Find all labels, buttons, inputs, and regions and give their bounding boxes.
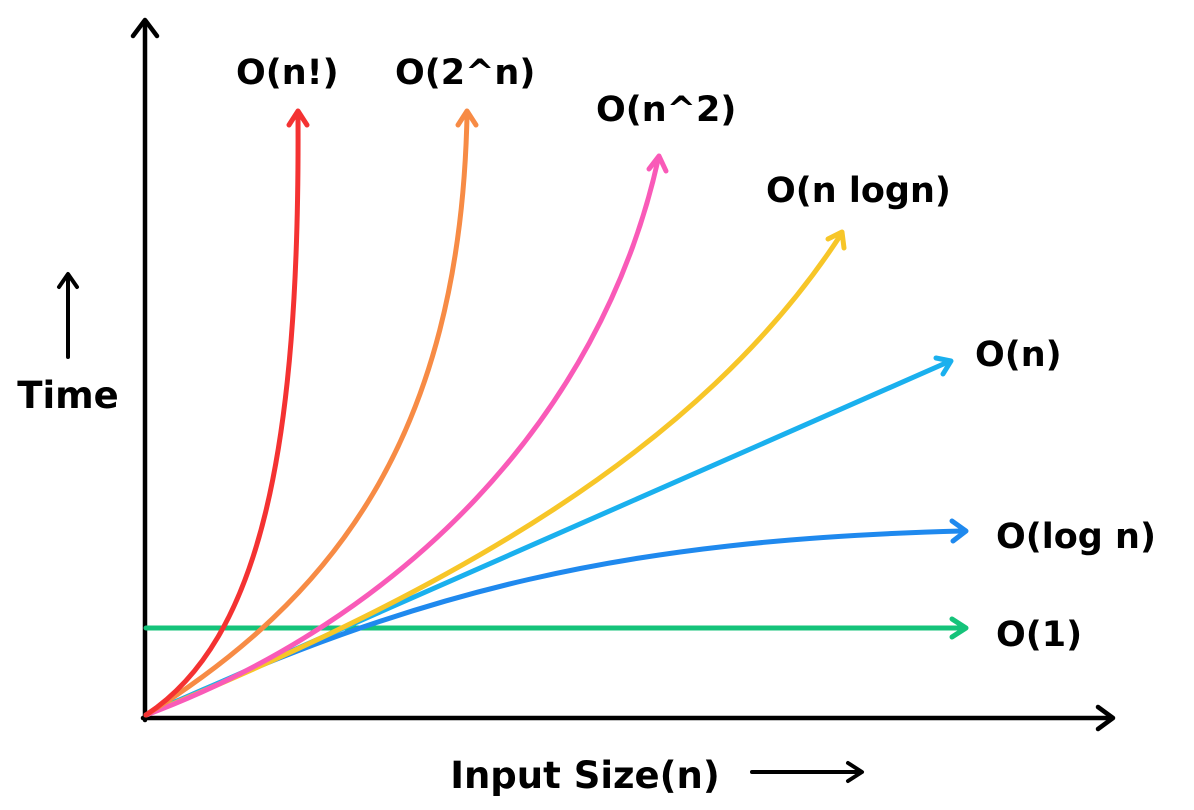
input-right-arrowhead-icon <box>846 761 864 783</box>
curve-o-n-factorial <box>143 108 310 718</box>
x-axis-title: Input Size(n) <box>450 754 720 797</box>
curve-arrowhead <box>646 153 669 174</box>
curve-o-log-n <box>143 518 969 718</box>
y-axis-title: Time <box>17 374 119 417</box>
curve-arrowhead <box>286 108 310 128</box>
curve-line <box>143 157 661 718</box>
curve-arrowhead <box>825 229 847 251</box>
time-up-arrowhead-icon <box>57 272 79 289</box>
curve-line <box>143 233 843 718</box>
label-o-log-n: O(log n) <box>996 517 1156 557</box>
label-o-n-squared: O(n^2) <box>596 90 736 130</box>
label-o-n: O(n) <box>975 335 1062 375</box>
curve-arrowhead <box>949 518 969 544</box>
curve-line <box>143 113 470 718</box>
x-axis-arrowhead <box>1095 704 1116 732</box>
curve-o-1 <box>143 616 969 640</box>
y-axis-arrowhead <box>130 17 160 39</box>
curve-arrowhead <box>949 616 969 640</box>
curve-arrowhead <box>933 355 954 377</box>
label-o-2-to-n: O(2^n) <box>395 53 535 93</box>
label-o-n-logn: O(n logn) <box>766 171 951 211</box>
label-o-n-factorial: O(n!) <box>236 53 339 93</box>
curve-o-n-squared <box>143 153 669 718</box>
curve-o-2-to-n <box>143 108 479 718</box>
curve-o-n-logn <box>143 229 847 718</box>
label-o-1: O(1) <box>996 615 1082 655</box>
curve-arrowhead <box>455 108 479 128</box>
curve-line <box>143 113 301 718</box>
